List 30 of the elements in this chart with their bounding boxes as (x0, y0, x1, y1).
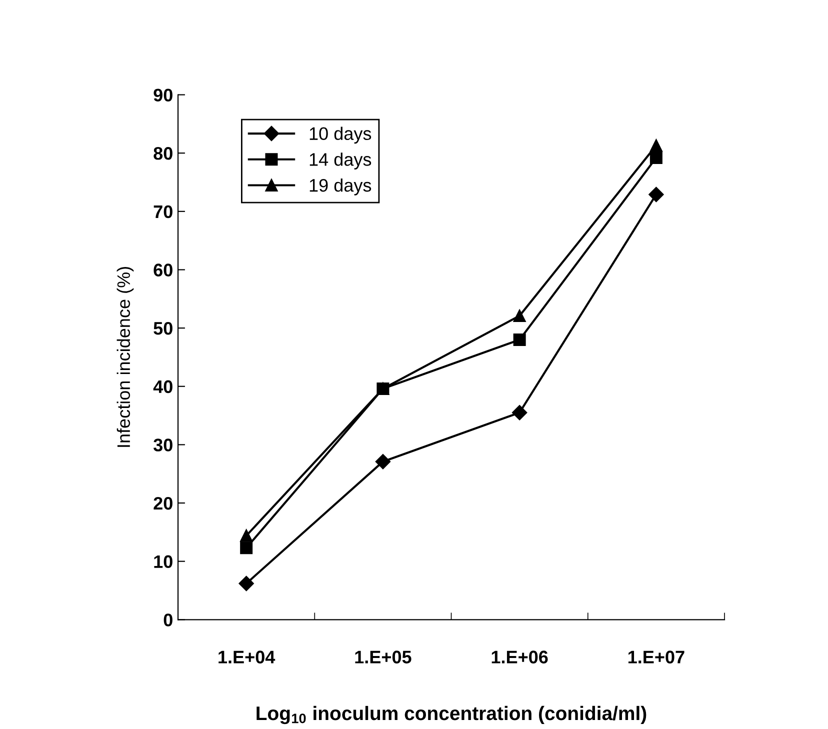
point (648, 186, 664, 202)
x-axis-title: Log$_{10}$ inoculum concentration (conidia/ml) (256, 706, 646, 724)
point (240, 542, 253, 554)
y-axis-title: Infection incidence (%) (116, 267, 134, 447)
point (376, 382, 390, 395)
y-tick-label: 50 (154, 322, 172, 335)
x-tick-label: 1.E+04 (218, 650, 276, 664)
point (650, 139, 662, 152)
legend-label: 14 days (310, 152, 372, 170)
y-tick-label: 80 (154, 147, 172, 160)
y-tick-label: 20 (154, 496, 172, 510)
y-tick-label: 0 (164, 614, 172, 626)
point (375, 454, 391, 470)
y-tick-label: 90 (154, 88, 172, 102)
y-tick-label: 10 (154, 555, 172, 568)
point (240, 529, 253, 542)
y-tick-label: 30 (153, 438, 172, 452)
point (513, 310, 526, 322)
x-tick-label: 1.E+05 (355, 650, 412, 664)
x-tick-label: 1.E+07 (628, 650, 684, 664)
legend-label: 19 days (310, 178, 372, 196)
y-tick-label: 40 (153, 380, 172, 394)
point (238, 576, 254, 592)
x-tick-label: 1.E+06 (492, 650, 548, 664)
point (513, 333, 526, 346)
point (512, 405, 528, 420)
y-tick-label: 60 (154, 264, 172, 276)
y-tick-label: 70 (154, 205, 172, 218)
legend-label: 10 days (310, 126, 372, 144)
point (650, 152, 662, 164)
